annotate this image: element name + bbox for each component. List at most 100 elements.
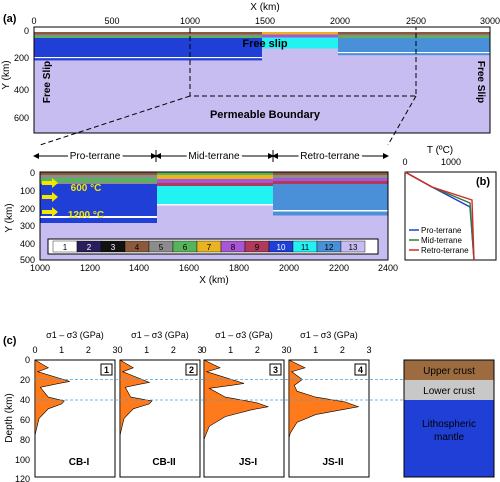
strength-x-tick: 0 (117, 345, 122, 355)
legend-label: 4 (135, 243, 140, 252)
zoom-window (189, 26, 417, 97)
strength-panel-number: 4 (358, 365, 363, 375)
permeable-boundary-label: Permeable Boundary (210, 109, 321, 121)
legend-swatch (340, 240, 366, 253)
top-x-tick: 1000 (180, 16, 200, 26)
top-x-tick: 2000 (330, 16, 350, 26)
top-y-tick: 400 (14, 85, 29, 95)
strength-panel-number-box (185, 363, 198, 376)
upper-crust-label: Upper crust (423, 366, 475, 377)
legend-label: 11 (301, 243, 310, 252)
zoom-pro-base (40, 218, 157, 223)
strength-panel-number-box (269, 363, 282, 376)
zoom-retro-moho (273, 181, 388, 184)
free-slip-top-label: Free slip (242, 38, 288, 50)
zoom-x-tick: 1400 (129, 263, 149, 273)
top-retro-litho (338, 38, 490, 52)
free-slip-left-label: Free Slip (42, 61, 53, 103)
pro-terrane-label: Pro-terrane (70, 151, 121, 162)
legend-label: 2 (87, 243, 92, 252)
top-x-axis-title: X (km) (250, 2, 279, 13)
geotherm-line (404, 171, 475, 261)
strength-panel-name: JS-I (239, 457, 258, 468)
panel-label-a: (a) (3, 13, 17, 25)
zoom-y-ticks: 0 100 200 300 400 500 (20, 168, 35, 265)
velocity-arrow (42, 192, 58, 202)
zoom-pro-line (40, 216, 157, 218)
zoom-y-tick: 100 (20, 186, 35, 196)
top-pro-upper (34, 32, 262, 35)
zoom-mid-lower (157, 179, 273, 183)
strength-y-tick: 80 (20, 435, 30, 445)
layer-litho-mantle (404, 400, 494, 477)
strength-x-tick: 2 (340, 345, 345, 355)
top-mid-upper (262, 32, 338, 35)
strength-profile (119, 359, 153, 437)
strength-panel-name: CB-II (152, 457, 176, 468)
top-y-axis-title: Y (km) (1, 60, 12, 89)
strength-panel-number-box (100, 363, 113, 376)
top-retro-line (338, 52, 490, 54)
strength-y-tick: 100 (15, 455, 30, 465)
strength-panel-number: 2 (189, 365, 194, 375)
strength-panel-name: CB-I (69, 457, 90, 468)
top-retro-lower (338, 36, 490, 38)
geotherm-axis-title: T (ºC) (427, 145, 453, 156)
legend-label: 9 (255, 243, 260, 252)
legend-label: 12 (325, 243, 334, 252)
zoom-retro-line (273, 210, 388, 212)
free-slip-right-label: Free Slip (475, 61, 486, 103)
top-retro-mid (338, 34, 490, 36)
top-x-tick: 1500 (255, 16, 275, 26)
geotherm-legend-label: Pro-terrane (421, 226, 462, 235)
zoom-retro-lower (273, 178, 388, 181)
strength-x-tick: 1 (313, 345, 318, 355)
strength-y-tick: 40 (20, 395, 30, 405)
velocity-arrows (42, 178, 58, 217)
isotherm-1200-label: 1200 °C (68, 210, 104, 221)
top-pro-mid (34, 34, 262, 36)
zoom-retro-base (273, 211, 388, 216)
strength-y-ticks: 0 20 40 60 80 100 120 (15, 355, 30, 482)
zoom-mid-litho (157, 186, 273, 204)
legend-label: 13 (349, 243, 358, 252)
strength-y-tick: 0 (25, 355, 30, 365)
strength-panel-name: JS-II (322, 457, 343, 468)
zoom-y-tick: 500 (20, 255, 35, 265)
legend-label: 1 (63, 243, 68, 252)
isotherm-600-label: 600 °C (71, 183, 102, 194)
geotherm-legend-label: Retro-terrane (421, 246, 469, 255)
strength-x-axis-title: σ1 – σ3 (GPa) (300, 330, 358, 340)
legend-label: 5 (159, 243, 164, 252)
zoom-mid-moho (157, 183, 273, 186)
strength-x-tick: 3 (112, 345, 117, 355)
top-x-tick: 0 (31, 16, 36, 26)
geotherm-frame (404, 171, 497, 261)
strength-x-tick: 0 (201, 345, 206, 355)
velocity-arrow (42, 207, 58, 217)
zoom-leader-right (387, 95, 417, 146)
legend-label: 7 (207, 243, 212, 252)
zoom-x-tick: 1600 (179, 263, 199, 273)
top-pro-lower (34, 36, 262, 38)
top-x-tick: 3000 (480, 16, 500, 26)
zoom-retro-mid (273, 175, 388, 178)
zoom-mid-top (157, 172, 273, 175)
strength-x-tick: 0 (286, 345, 291, 355)
strength-x-tick: 3 (197, 345, 202, 355)
legend-label: 6 (183, 243, 188, 252)
strength-y-tick: 120 (15, 474, 30, 482)
zoom-retro-upper (273, 172, 388, 175)
layer-column (403, 359, 495, 478)
velocity-arrow (42, 178, 58, 188)
top-retro-base (338, 53, 490, 56)
zoom-x-ticks: 1000 1200 1400 1600 1800 2000 2200 2400 (30, 263, 398, 273)
zoom-leader-left (39, 95, 191, 146)
layer-lower-crust (404, 380, 494, 400)
strength-x-tick: 3 (281, 345, 286, 355)
zoom-pro-litho (40, 184, 157, 216)
top-y-tick: 0 (24, 26, 29, 36)
zoom-pro-upper (40, 172, 157, 175)
